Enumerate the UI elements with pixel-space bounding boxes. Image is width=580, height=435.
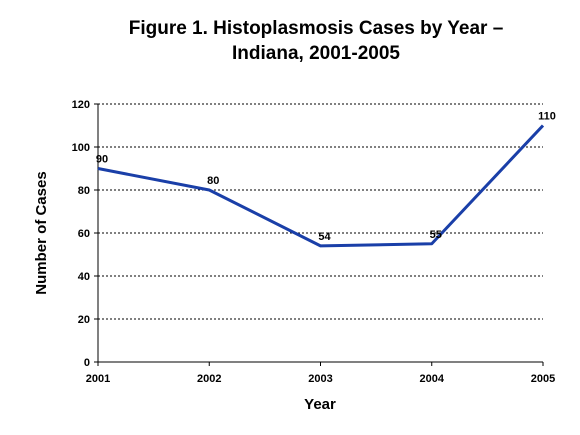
data-label: 110 (538, 111, 556, 123)
y-axis-ticks: 0 20 40 60 80 100 120 (72, 99, 98, 369)
data-labels: 90 80 54 55 110 (96, 111, 556, 243)
x-tick-label: 2004 (420, 373, 445, 385)
y-tick-label: 80 (78, 185, 90, 197)
y-tick-label: 40 (78, 271, 90, 283)
y-axis-label: Number of Cases (33, 171, 50, 294)
series-line (97, 124, 545, 248)
y-tick-label: 0 (84, 357, 90, 369)
gridlines (98, 103, 543, 320)
data-label: 80 (207, 175, 219, 187)
data-label: 54 (318, 231, 331, 243)
x-tick-label: 2005 (531, 373, 555, 385)
data-label: 55 (430, 229, 442, 241)
y-tick-label: 60 (78, 228, 90, 240)
x-tick-label: 2001 (86, 373, 110, 385)
y-tick-label: 120 (72, 99, 90, 111)
data-label: 90 (96, 154, 108, 166)
x-tick-label: 2002 (197, 373, 221, 385)
chart-title-line-1: Figure 1. Histoplasmosis Cases by Year – (129, 18, 504, 39)
x-axis-label: Year (304, 396, 336, 413)
y-tick-label: 100 (72, 142, 90, 154)
chart-title-line-2: Indiana, 2001-2005 (232, 43, 400, 64)
y-tick-label: 20 (78, 314, 90, 326)
x-axis-ticks: 2001 2002 2003 2004 2005 (86, 362, 555, 385)
x-tick-label: 2003 (308, 373, 332, 385)
series-layer (97, 124, 545, 248)
